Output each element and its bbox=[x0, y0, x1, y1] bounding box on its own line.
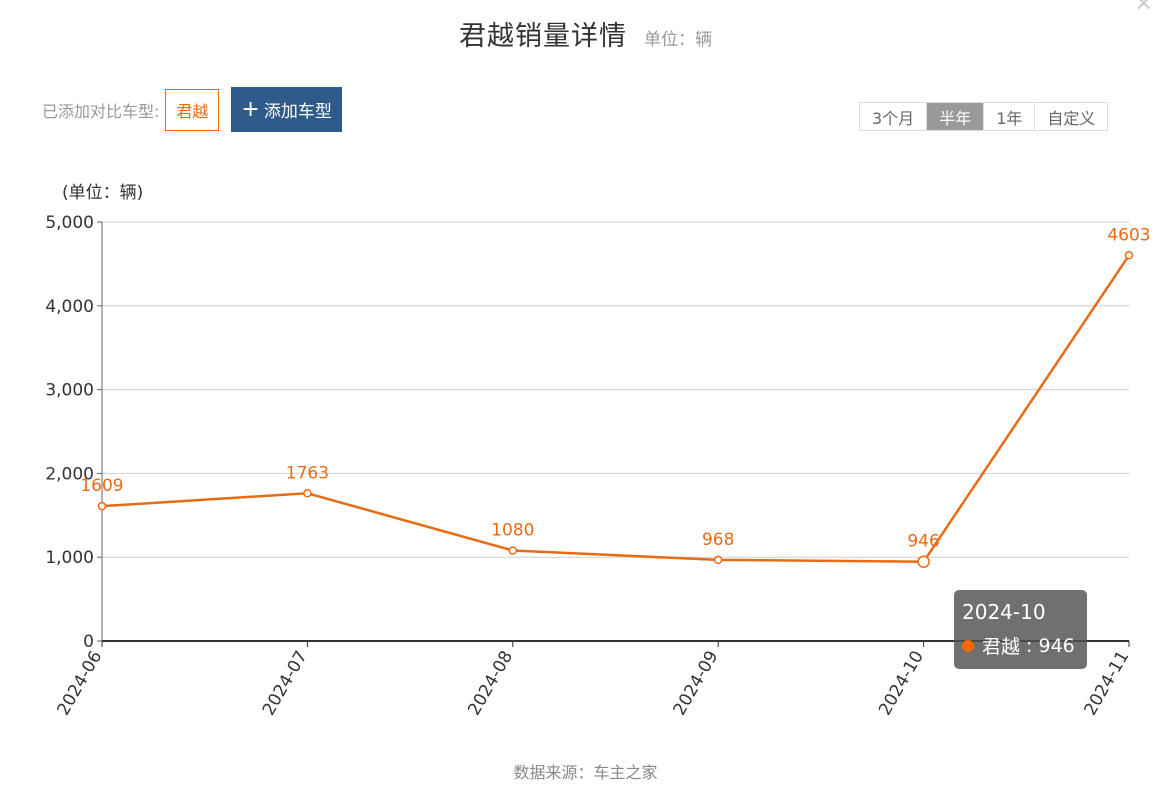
plus-icon: + bbox=[241, 96, 260, 122]
x-tick-label: 2024-07 bbox=[259, 648, 312, 720]
y-tick-label: 5,000 bbox=[45, 213, 94, 233]
tooltip-value: 946 bbox=[1038, 634, 1075, 657]
x-tick-label: 2024-08 bbox=[464, 648, 517, 720]
tab-custom[interactable]: 自定义 bbox=[1034, 103, 1108, 130]
close-icon[interactable]: ✕ bbox=[1134, 0, 1153, 17]
tooltip: 2024-10 君越 : 946 bbox=[954, 590, 1087, 669]
data-point bbox=[303, 489, 312, 498]
title-unit: 单位：辆 bbox=[644, 30, 713, 50]
tooltip-series-dot bbox=[962, 639, 974, 652]
range-tabs: 3个月 半年 1年 自定义 bbox=[859, 102, 1109, 131]
data-label: 1763 bbox=[286, 463, 329, 483]
data-point bbox=[917, 555, 930, 568]
series-line bbox=[101, 254, 1131, 563]
tooltip-date: 2024-10 bbox=[962, 600, 1046, 624]
tab-1-year[interactable]: 1年 bbox=[983, 103, 1035, 130]
add-model-label: 添加车型 bbox=[263, 102, 332, 122]
add-model-button[interactable]: + 添加车型 bbox=[231, 87, 342, 132]
data-label: 1080 bbox=[491, 520, 534, 540]
tooltip-series-name: 君越 bbox=[982, 636, 1021, 658]
data-label: 1609 bbox=[80, 476, 123, 496]
data-label: 968 bbox=[702, 530, 734, 550]
x-tick-label: 2024-06 bbox=[53, 648, 106, 720]
y-tick-label: 2,000 bbox=[45, 464, 94, 484]
data-point bbox=[97, 501, 107, 511]
y-tick-label: 1,000 bbox=[45, 548, 94, 568]
x-tick-label: 2024-10 bbox=[875, 648, 928, 720]
y-tick-label: 3,000 bbox=[45, 381, 94, 401]
tab-3-months[interactable]: 3个月 bbox=[860, 103, 927, 130]
data-point bbox=[713, 555, 723, 565]
x-tick-label: 2024-09 bbox=[670, 648, 723, 720]
title-row: 君越销量详情 单位：辆 bbox=[0, 14, 1171, 53]
y-axis-unit-label: (单位：辆) bbox=[62, 183, 144, 203]
tooltip-line: 君越 : 946 bbox=[962, 632, 1079, 659]
tooltip-separator: : bbox=[1020, 634, 1039, 657]
data-source: 数据来源：车主之家 bbox=[513, 763, 658, 782]
page-title: 君越销量详情 bbox=[458, 21, 627, 52]
compare-label: 已添加对比车型: bbox=[42, 101, 160, 121]
compare-row: 已添加对比车型: 君越 + 添加车型 bbox=[42, 87, 342, 132]
x-tick-label: 2024-11 bbox=[1080, 648, 1133, 720]
y-tick-label: 0 bbox=[83, 632, 94, 652]
data-point bbox=[1124, 251, 1134, 260]
data-label: 4603 bbox=[1107, 225, 1150, 245]
y-tick-label: 4,000 bbox=[45, 297, 94, 317]
compare-tag[interactable]: 君越 bbox=[165, 88, 220, 131]
tab-half-year[interactable]: 半年 bbox=[926, 103, 984, 130]
data-label: 946 bbox=[907, 532, 939, 552]
data-point bbox=[508, 546, 518, 555]
